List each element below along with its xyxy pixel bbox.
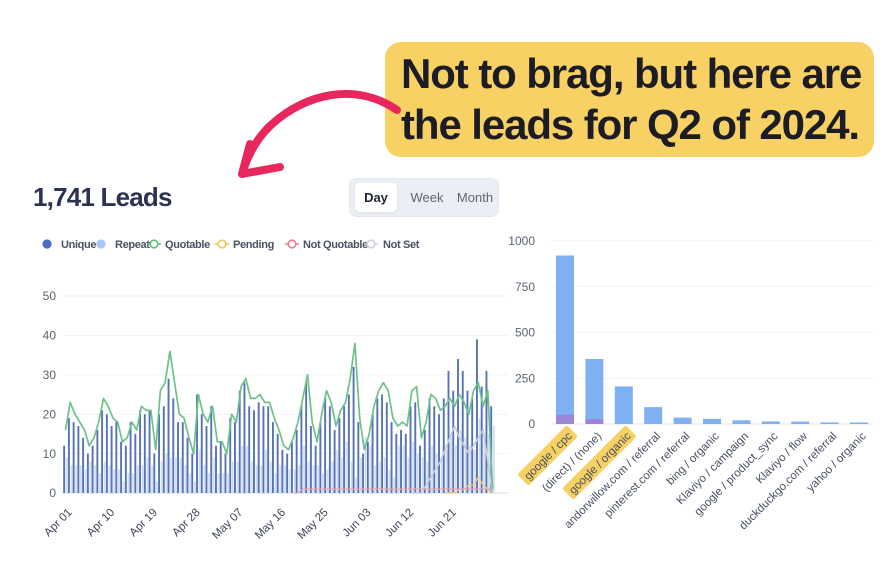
- svg-text:May 16: May 16: [253, 507, 288, 542]
- svg-text:Repeat: Repeat: [115, 239, 150, 251]
- svg-text:Not Set: Not Set: [383, 239, 420, 251]
- svg-text:Pending: Pending: [233, 239, 274, 251]
- svg-text:Apr 19: Apr 19: [128, 507, 160, 539]
- svg-text:Apr 01: Apr 01: [42, 507, 74, 539]
- svg-text:40: 40: [43, 329, 57, 343]
- svg-text:Not Quotable: Not Quotable: [303, 239, 368, 251]
- svg-text:250: 250: [515, 371, 535, 385]
- svg-text:0: 0: [49, 486, 56, 500]
- svg-text:10: 10: [43, 447, 57, 461]
- svg-text:Quotable: Quotable: [165, 239, 210, 251]
- svg-text:Apr 10: Apr 10: [85, 507, 117, 539]
- svg-text:500: 500: [515, 326, 535, 340]
- svg-text:May 07: May 07: [210, 507, 245, 542]
- svg-text:Apr 28: Apr 28: [170, 507, 202, 539]
- svg-text:1000: 1000: [508, 234, 535, 248]
- svg-text:20: 20: [43, 407, 57, 421]
- svg-text:750: 750: [515, 280, 535, 294]
- svg-text:May 25: May 25: [296, 507, 331, 542]
- svg-text:50: 50: [43, 289, 57, 303]
- svg-text:Jun 03: Jun 03: [341, 507, 374, 540]
- svg-text:Jun 21: Jun 21: [426, 507, 459, 540]
- svg-text:Jun 12: Jun 12: [383, 507, 416, 540]
- svg-text:30: 30: [43, 368, 57, 382]
- svg-text:Unique: Unique: [61, 239, 96, 251]
- svg-text:0: 0: [528, 417, 535, 431]
